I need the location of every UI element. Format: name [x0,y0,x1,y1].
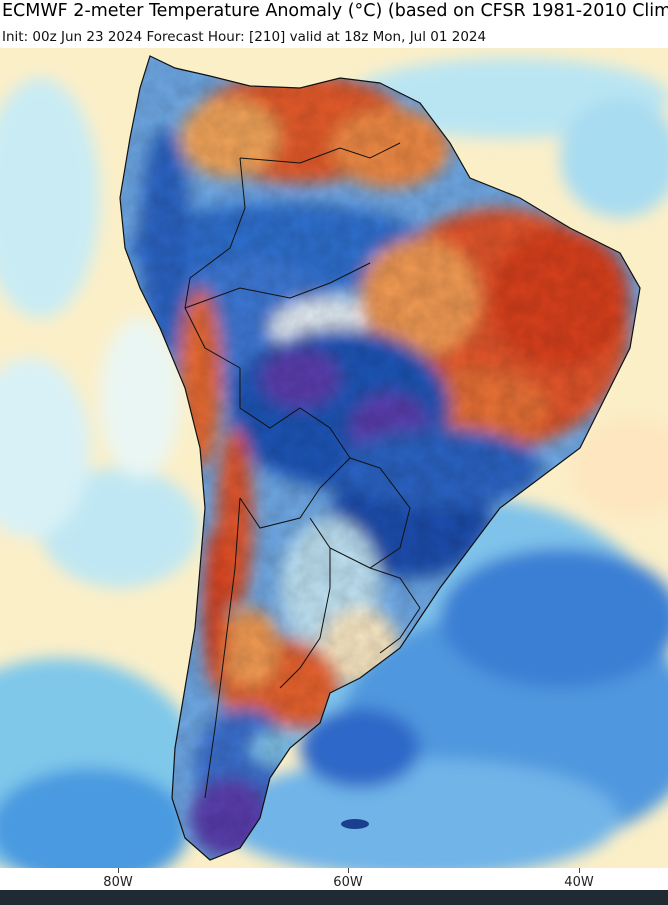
map-title: ECMWF 2-meter Temperature Anomaly (°C) (… [2,1,668,21]
longitude-label-80w: 80W [103,875,133,890]
coastline [119,55,641,861]
temperature-anomaly-map [0,48,668,868]
axis-tick [348,868,349,873]
footer-bar [0,890,668,905]
country-borders [184,142,421,799]
map-subtitle: Init: 00z Jun 23 2024 Forecast Hour: [21… [2,29,487,45]
axis-tick [118,868,119,873]
axis-tick [579,868,580,873]
longitude-label-40w: 40W [564,875,594,890]
longitude-axis: 80W 60W 40W [0,868,668,890]
longitude-label-60w: 60W [333,875,363,890]
islands [341,819,369,829]
